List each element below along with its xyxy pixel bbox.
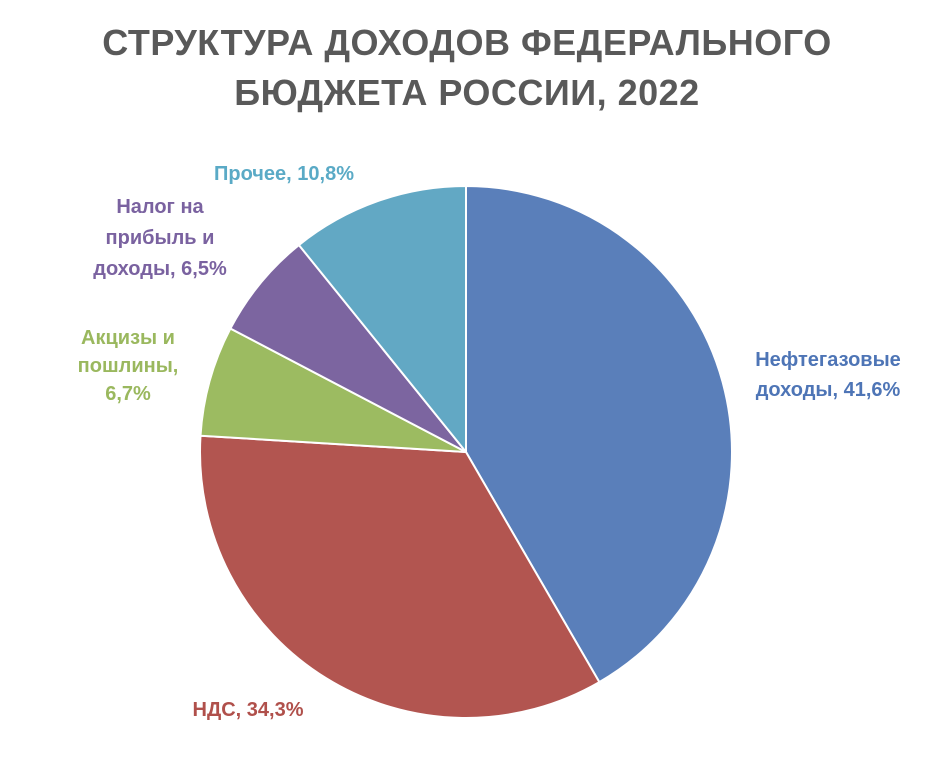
pie-slices <box>199 184 733 719</box>
slice-label-other: Прочее, 10,8% <box>214 163 354 185</box>
slice-label-income-tax-line: доходы, 6,5% <box>93 258 227 280</box>
slice-label-other-line: Прочее, 10,8% <box>214 163 354 185</box>
pie-slice-vat <box>199 434 601 719</box>
pie-slice-other <box>297 184 467 455</box>
pie-slice-excise <box>199 327 467 453</box>
slice-label-income-tax-line: Налог на <box>116 196 204 218</box>
slice-label-excise-line: Акцизы и <box>81 327 175 349</box>
slice-label-vat: НДС, 34,3% <box>193 699 304 721</box>
chart-title: СТРУКТУРА ДОХОДОВ ФЕДЕРАЛЬНОГО БЮДЖЕТА Р… <box>0 18 934 118</box>
slice-label-excise-line: пошлины, <box>78 355 179 377</box>
pie-labels: Нефтегазовые доходы, 41,6% НДС, 34,3% Акциз… <box>78 163 901 721</box>
slice-label-oil-gas-line: доходы, 41,6% <box>756 379 901 401</box>
pie-slice-income-tax <box>229 243 467 453</box>
slice-label-excise-line: 6,7% <box>105 383 151 405</box>
slice-label-income-tax-line: прибыль и <box>106 227 215 249</box>
pie-slice-oil-gas <box>465 184 733 684</box>
slice-label-oil-gas-line: Нефтегазовые <box>755 349 901 371</box>
slice-label-oil-gas: Нефтегазовые доходы, 41,6% <box>755 349 901 401</box>
chart-title-line-1: СТРУКТУРА ДОХОДОВ ФЕДЕРАЛЬНОГО <box>102 22 832 63</box>
slice-label-excise: Акцизы и пошлины, 6,7% <box>78 327 179 405</box>
slice-label-vat-line: НДС, 34,3% <box>193 699 304 721</box>
slice-label-income-tax: Налог на прибыль и доходы, 6,5% <box>93 196 227 280</box>
chart-title-line-2: БЮДЖЕТА РОССИИ, 2022 <box>234 72 700 113</box>
